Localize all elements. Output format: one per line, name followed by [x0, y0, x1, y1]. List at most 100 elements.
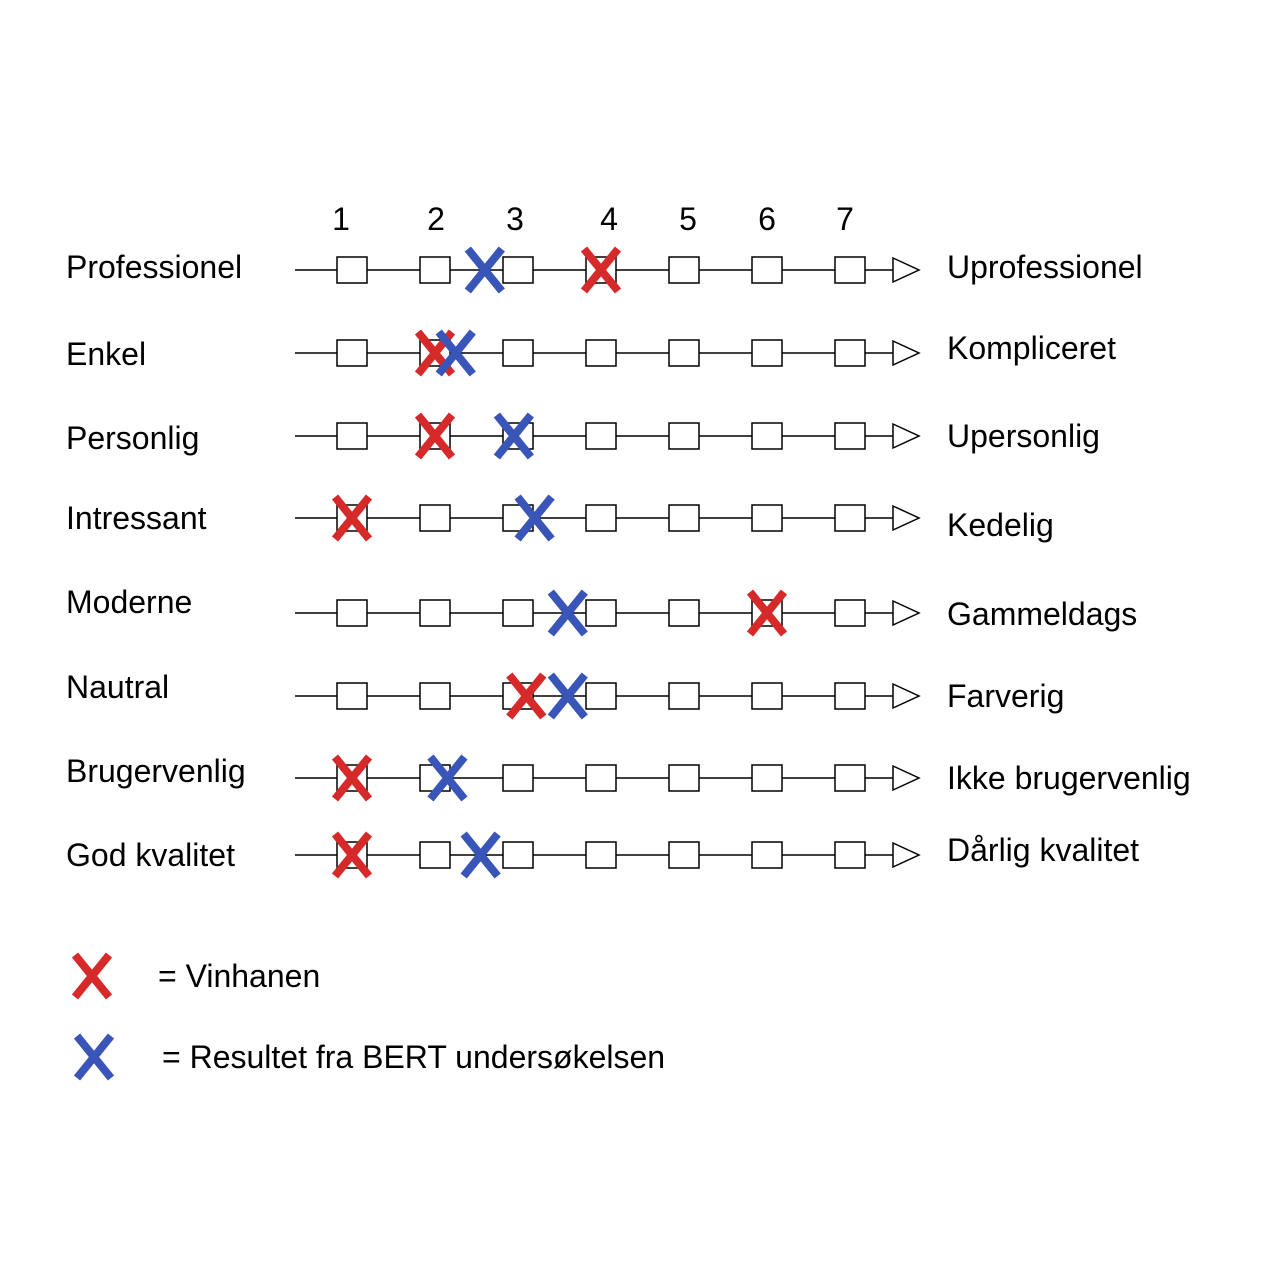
scale-number-1: 1 [332, 201, 350, 237]
scale-box-7 [834, 682, 866, 710]
scale-box-6 [751, 504, 783, 532]
scale-box-6 [751, 422, 783, 450]
blue-x-mark [547, 672, 588, 720]
right-label-kompliceret: Kompliceret [947, 330, 1116, 366]
scale-number-3: 3 [506, 201, 524, 237]
arrow-head-icon [892, 256, 921, 284]
scale-box-3 [502, 599, 534, 627]
scale-box-3 [502, 764, 534, 792]
scale-box-5 [668, 764, 700, 792]
red-x-mark [331, 494, 373, 542]
scale-number-2: 2 [427, 201, 445, 237]
red-x-mark [506, 672, 547, 720]
scale-box-1 [336, 599, 368, 627]
scale-box-3 [502, 339, 534, 367]
scale-box-7 [834, 256, 866, 284]
legend-blue-label: = Resultet fra BERT undersøkelsen [162, 1039, 666, 1075]
right-label-gammeldags: Gammeldags [947, 596, 1138, 632]
blue-x-mark [427, 754, 468, 802]
red-x-mark [331, 831, 373, 879]
red-x-mark [331, 754, 373, 802]
scale-number-5: 5 [679, 201, 697, 237]
arrow-head-icon [892, 422, 921, 450]
left-label-personlig: Personlig [66, 420, 200, 456]
blue-x-mark [464, 246, 505, 294]
scale-box-4 [585, 841, 617, 869]
scale-box-7 [834, 764, 866, 792]
scale-box-1 [336, 339, 368, 367]
scale-box-4 [585, 764, 617, 792]
red-x-mark [580, 246, 622, 294]
red-x-mark [414, 412, 456, 460]
scale-box-5 [668, 339, 700, 367]
scale-box-4 [585, 422, 617, 450]
scale-box-3 [502, 841, 534, 869]
scale-box-7 [834, 422, 866, 450]
blue-x-mark [514, 494, 555, 542]
scale-box-1 [336, 256, 368, 284]
scale-box-5 [668, 841, 700, 869]
scale-box-6 [751, 764, 783, 792]
scale-box-7 [834, 339, 866, 367]
left-label-professionel: Professionel [66, 249, 243, 285]
scale-box-3 [502, 256, 534, 284]
blue-x-mark [460, 831, 501, 879]
scale-box-4 [585, 504, 617, 532]
arrow-head-icon [892, 841, 921, 869]
scale-box-5 [668, 599, 700, 627]
scale-box-2 [419, 256, 451, 284]
right-label-ikke-brugervenlig: Ikke brugervenlig [947, 760, 1191, 796]
left-label-enkel: Enkel [66, 336, 147, 372]
scale-number-6: 6 [758, 201, 776, 237]
arrow-head-icon [892, 504, 921, 532]
scale-box-4 [585, 339, 617, 367]
scale-number-7: 7 [836, 201, 854, 237]
right-label-darlig-kvalitet: Dårlig kvalitet [947, 832, 1140, 868]
scale-box-2 [419, 599, 451, 627]
scale-box-5 [668, 504, 700, 532]
scale-box-6 [751, 339, 783, 367]
scale-row [295, 682, 921, 710]
arrow-head-icon [892, 339, 921, 367]
red-x-mark [746, 589, 788, 637]
scale-box-7 [834, 504, 866, 532]
scale-row [295, 599, 921, 627]
arrow-head-icon [892, 682, 921, 710]
legend-blue-x-icon [73, 1033, 115, 1081]
scale-box-2 [419, 504, 451, 532]
scale-box-6 [751, 256, 783, 284]
scale-box-1 [336, 422, 368, 450]
left-label-brugervenlig: Brugervenlig [66, 753, 246, 789]
blue-x-mark [547, 589, 588, 637]
arrow-head-icon [892, 599, 921, 627]
scale-row [295, 764, 921, 792]
scale-box-4 [585, 599, 617, 627]
rating-marks [331, 246, 788, 879]
legend-red-label: = Vinhanen [158, 958, 321, 994]
blue-x-mark [493, 412, 534, 460]
scale-row [295, 422, 921, 450]
right-label-farverig: Farverig [947, 678, 1065, 714]
right-label-uprofessionel: Uprofessionel [947, 249, 1143, 285]
scale-box-1 [336, 682, 368, 710]
scale-row [295, 256, 921, 284]
left-label-intressant: Intressant [66, 500, 207, 536]
right-label-upersonlig: Upersonlig [947, 418, 1100, 454]
scale-box-7 [834, 841, 866, 869]
scale-box-2 [419, 841, 451, 869]
scale-box-6 [751, 841, 783, 869]
scale-rows [295, 256, 921, 869]
scale-row [295, 504, 921, 532]
legend-red-x-icon [71, 952, 113, 1000]
scale-row [295, 841, 921, 869]
arrow-head-icon [892, 764, 921, 792]
scale-box-5 [668, 256, 700, 284]
scale-box-5 [668, 682, 700, 710]
scale-box-2 [419, 682, 451, 710]
left-label-moderne: Moderne [66, 584, 193, 620]
scale-box-4 [585, 682, 617, 710]
scale-row [295, 339, 921, 367]
scale-box-6 [751, 682, 783, 710]
blue-x-mark [435, 329, 476, 377]
